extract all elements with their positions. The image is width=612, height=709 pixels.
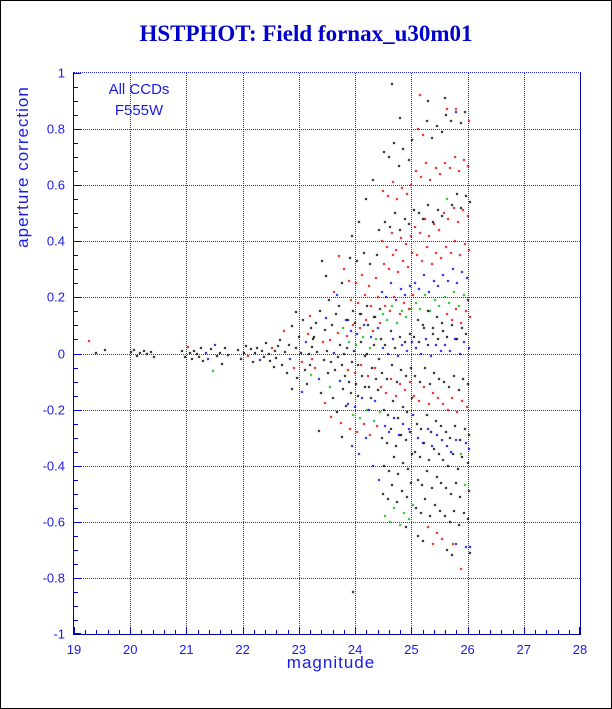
x-axis-label: magnitude <box>286 653 376 672</box>
y-tick-label: -0.2 <box>42 402 65 418</box>
x-tick-label: 19 <box>66 642 82 657</box>
y-tick-label: 0.6 <box>46 177 65 193</box>
y-tick-label: 0.8 <box>46 121 65 137</box>
x-tick-label: 27 <box>516 642 531 657</box>
plot-area <box>73 72 581 635</box>
y-tick-label: -0.6 <box>42 514 65 530</box>
y-tick-label: -1 <box>53 626 65 642</box>
annotation-filter: F555W <box>114 102 164 119</box>
x-tick-label: 23 <box>291 642 307 657</box>
x-tick-label: 24 <box>347 642 363 657</box>
scatter-points-canvas <box>74 73 580 634</box>
y-tick-label: -0.8 <box>42 570 65 586</box>
x-tick-label: 25 <box>404 642 419 657</box>
y-tick-label: -0.4 <box>42 458 65 474</box>
x-tick-label: 21 <box>179 642 194 657</box>
x-tick-label: 26 <box>460 642 475 657</box>
y-axis-label: aperture correction <box>13 86 32 248</box>
y-tick-label: 0 <box>57 346 65 361</box>
y-tick-label: 0.4 <box>46 233 65 249</box>
x-tick-label: 22 <box>235 642 250 657</box>
y-tick-label: 0.2 <box>46 289 65 305</box>
annotation-ccds: All CCDs <box>108 81 170 98</box>
x-tick-label: 20 <box>122 642 138 657</box>
page-title: HSTPHOT: Field fornax_u30m01 <box>139 21 473 46</box>
y-tick-label: 1 <box>57 65 65 81</box>
x-tick-label: 28 <box>572 642 588 657</box>
plot-annotation: All CCDs F555W <box>95 79 183 121</box>
